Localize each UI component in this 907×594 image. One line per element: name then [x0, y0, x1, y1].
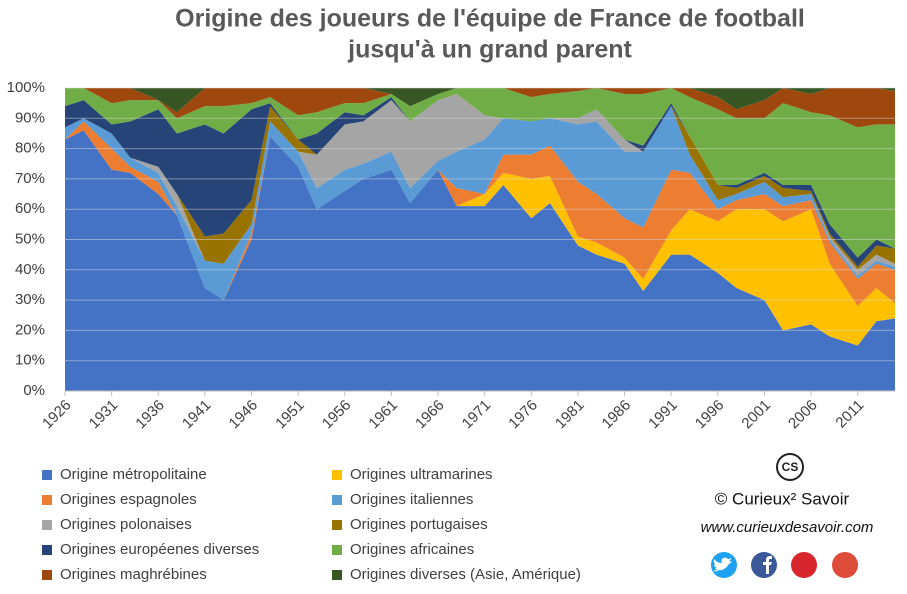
y-tick-label: 40%: [15, 261, 45, 278]
x-tick-label: 1926: [39, 397, 75, 433]
x-tick-label: 2011: [832, 397, 867, 432]
x-tick-label: 1976: [505, 397, 541, 433]
x-tick-label: 1966: [412, 397, 448, 433]
y-tick-label: 0%: [23, 382, 45, 399]
area: [65, 106, 895, 301]
y-tick-label: 90%: [15, 109, 45, 126]
legend-label: Origines espagnoles: [60, 491, 197, 508]
x-tick-label: 1936: [132, 397, 168, 433]
x-tick-label: 1981: [552, 397, 588, 433]
chart-subtitle: jusqu'à un grand parent: [347, 36, 632, 64]
y-tick-label: 20%: [15, 321, 45, 338]
legend-swatch: [42, 520, 52, 530]
y-tick-label: 60%: [15, 200, 45, 217]
legend-label: Origines diverses (Asie, Amérique): [350, 566, 581, 583]
url: www.curieuxdesavoir.com: [701, 519, 874, 536]
x-tick-label: 1951: [272, 397, 308, 433]
legend-swatch: [332, 495, 342, 505]
area: [65, 130, 895, 392]
tip-icon[interactable]: [791, 552, 817, 578]
area: [65, 88, 895, 258]
y-tick-label: 80%: [15, 140, 45, 157]
legend-label: Origines ultramarines: [350, 466, 493, 483]
copyright: © Curieux² Savoir: [715, 489, 850, 508]
logo-circle: [776, 453, 804, 481]
legend-swatch: [42, 470, 52, 480]
y-tick-label: 70%: [15, 170, 45, 187]
x-tick-label: 1946: [226, 397, 262, 433]
legend-swatch: [332, 520, 342, 530]
y-tick-label: 100%: [7, 79, 45, 96]
area: [65, 130, 895, 346]
legend-swatch: [42, 495, 52, 505]
area: [65, 94, 895, 270]
y-tick-label: 50%: [15, 230, 45, 247]
legend-label: Origines italiennes: [350, 491, 473, 508]
logo: CS: [782, 460, 799, 474]
y-tick-label: 10%: [15, 352, 45, 369]
area: [65, 94, 895, 267]
x-tick-label: 1931: [86, 397, 122, 433]
googleplus-icon[interactable]: [832, 552, 858, 578]
x-tick-label: 1971: [459, 397, 495, 433]
legend-label: Origine métropolitaine: [60, 466, 207, 483]
legend-swatch: [332, 470, 342, 480]
x-tick-label: 1996: [692, 397, 728, 433]
legend-label: Origines polonaises: [60, 516, 192, 533]
area: [65, 121, 895, 307]
chart-title: Origine des joueurs de l'équipe de Franc…: [175, 5, 805, 33]
x-tick-label: 1986: [599, 397, 635, 433]
legend-swatch: [42, 570, 52, 580]
legend-label: Origines portugaises: [350, 516, 488, 533]
legend-swatch: [332, 570, 342, 580]
x-tick-label: 2001: [738, 397, 774, 433]
x-tick-label: 1961: [365, 397, 401, 433]
x-tick-label: 1941: [179, 397, 215, 433]
area: [65, 88, 895, 113]
legend-label: Origines maghrébines: [60, 566, 207, 583]
legend-swatch: [42, 545, 52, 555]
branding: CS © Curieux² Savoir www.curieuxdesavoir…: [701, 453, 874, 578]
twitter-glyph: [713, 557, 732, 572]
legend: Origine métropolitaine Origines ultramari…: [42, 466, 581, 583]
legend-label: Origines européenes diverses: [60, 541, 259, 558]
legend-swatch: [332, 545, 342, 555]
area: [65, 94, 895, 276]
x-tick-label: 1956: [319, 397, 355, 433]
x-tick-label: 1991: [645, 397, 681, 433]
x-tick-label: 2006: [785, 397, 821, 433]
legend-label: Origines africaines: [350, 541, 474, 558]
plot-area: [65, 88, 895, 392]
area: [65, 88, 895, 128]
facebook-glyph: [763, 556, 772, 574]
y-tick-label: 30%: [15, 291, 45, 308]
